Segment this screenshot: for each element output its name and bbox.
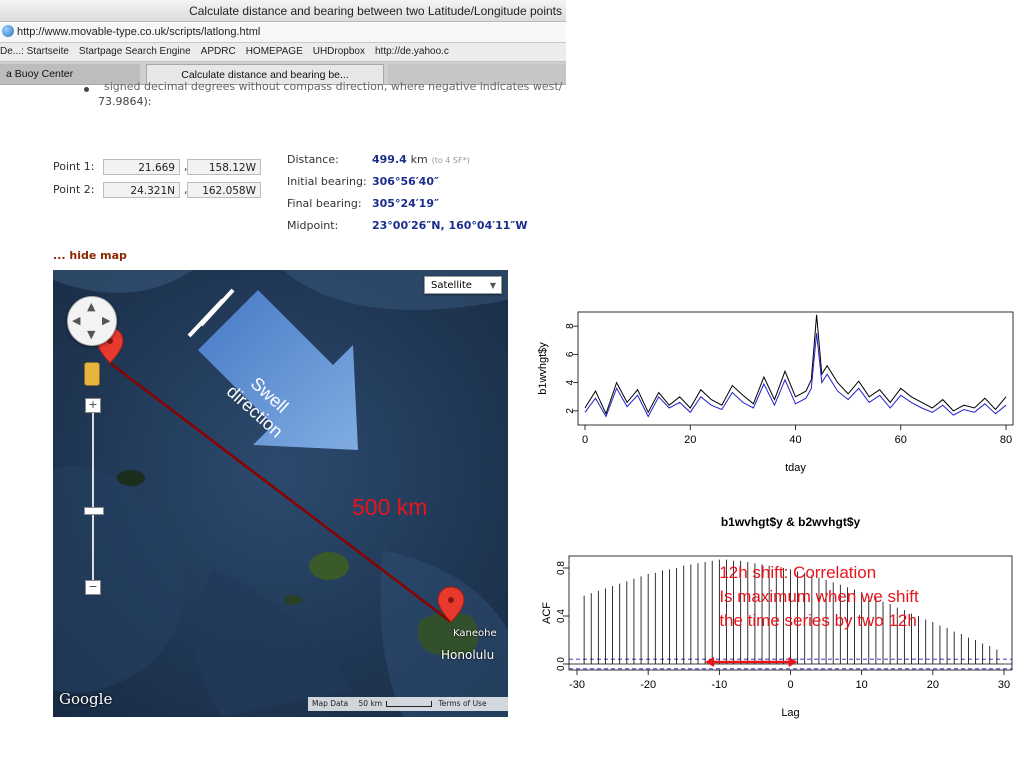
plot2-x-tick-label: 20 [927,679,939,691]
plot1-y-tick-label: 2 [565,408,576,414]
plot2-x-tick-label: 10 [856,679,868,691]
midpoint-value: 23°00′26″N, 160°04′11″W [372,219,528,232]
point1-lon-input[interactable]: 158.12W [187,159,261,175]
plot2-y-tick-label: 0.4 [556,609,567,623]
tab-calculate-distance[interactable]: Calculate distance and bearing be... [146,64,384,84]
tab-bar: a Buoy Center Calculate distance and bea… [0,62,566,85]
plot2-annotation-line-2: Is maximum when we shift [719,587,919,606]
plot2-x-tick-label: -10 [711,679,727,691]
map-footer: Map Data 50 km Terms of Use [308,697,508,711]
page-content: signed decimal degrees without compass d… [0,80,566,735]
pan-right-icon: ▶ [102,314,111,327]
plot2-title: b1wvhgt$y & b2wvhgt$y [721,515,861,529]
plot2-annotation-line-1: 12h shift: Correlation [719,563,876,582]
plot2-x-tick-label: -30 [569,679,585,691]
plot2-y-tick-label: 0.8 [556,561,567,575]
bookmark-homepage[interactable]: HOMEPAGE [245,46,303,57]
plot2-y-tick-label: 0.0 [556,657,567,671]
plot2-x-axis-label: Lag [781,707,799,719]
place-label-honolulu: Honolulu [441,648,495,662]
hide-map-link[interactable]: ... hide map [53,249,127,262]
plot2-y-axis-label: ACF [541,602,553,624]
chart-area: 0 20 40 60 80 2 4 6 8 tday b1wvhgt$y b1wvhgt$y & b2… [532,300,1024,740]
point2-label: Point 2: [53,183,95,196]
url-bar[interactable]: http://www.movable-type.co.uk/scripts/la… [0,23,566,43]
pan-control[interactable]: ▲ ◀ ▶ ▼ [67,296,117,346]
bookmark-uhdropbox[interactable]: UHDropbox [312,46,365,57]
bookmark-apdrc[interactable]: APDRC [200,46,236,57]
bookmark-startseite[interactable]: De...: Startseite [0,46,69,57]
plot1-x-tick-label: 40 [789,434,801,446]
charts-svg: 0 20 40 60 80 2 4 6 8 tday b1wvhgt$y b1wvhgt$y & b2… [537,311,1014,719]
plot2-x-tick-label: 30 [998,679,1010,691]
zoom-out-button[interactable]: − [85,580,101,595]
plot1-series-1-line [584,314,1007,416]
zoom-slider-track[interactable] [92,398,94,593]
distance-label: Distance: [287,153,339,166]
zoom-slider-thumb[interactable] [84,507,104,515]
zoom-in-button[interactable]: + [85,398,101,413]
comma: , [184,160,188,173]
midpoint-label: Midpoint: [287,219,339,232]
plot1-x-tick-label: 0 [582,434,588,446]
plot2-annotation-line-3: the time series by two 12h [719,611,916,630]
globe-icon [2,25,14,37]
plot1-y-tick-label: 8 [565,323,576,329]
pan-up-icon: ▲ [87,300,96,313]
point2-lon-input[interactable]: 162.058W [187,182,261,198]
plot2-x-tick-label: -20 [640,679,656,691]
plot1-x-tick-label: 60 [895,434,907,446]
plot1-y-tick-label: 4 [565,379,576,385]
map-imagery [53,270,508,717]
point2-lat-input[interactable]: 24.321N [103,182,180,198]
street-view-pegman-icon[interactable] [84,362,100,386]
plot1-y-tick-label: 6 [565,351,576,357]
clipped-line-2: 73.9864): [98,95,152,108]
final-bearing-value: 305°24′19″ [372,197,439,210]
tab-buoy-center[interactable]: a Buoy Center [0,64,140,84]
plot2-shift-arrow-right-head [788,657,798,667]
distance-annotation: 500 km [352,494,428,520]
chevron-down-icon: ▼ [489,281,496,290]
place-label-kaneohe: Kaneohe [453,628,497,639]
satellite-map[interactable]: Satellite ▼ ▲ ◀ ▶ ▼ + − Kaneohe Honolulu … [53,270,508,717]
plot2-x-tick-label: 0 [787,679,793,691]
comma: , [184,183,188,196]
final-bearing-label: Final bearing: [287,197,362,210]
plot1-y-axis-label: b1wvhgt$y [537,342,549,395]
instruction-text: signed decimal degrees without compass d… [70,80,562,119]
bookmark-startpage[interactable]: Startpage Search Engine [78,46,191,57]
point1-label: Point 1: [53,160,95,173]
plot1-x-tick-label: 20 [684,434,696,446]
bookmarks-bar: De...: Startseite Startpage Search Engine… [0,43,566,62]
point1-lat-input[interactable]: 21.669 [103,159,180,175]
plot1-frame [577,311,1014,426]
plot1-series-2-line [584,333,1007,418]
map-data-link[interactable]: Map Data [312,699,349,708]
bookmark-yahoo[interactable]: http://de.yahoo.c [374,46,449,57]
map-type-button[interactable]: Satellite ▼ [424,276,502,294]
terms-of-use-link[interactable]: Terms of Use [438,699,487,708]
pan-down-icon: ▼ [87,328,96,341]
scale-bar-icon [386,701,433,707]
plot2-shift-arrow-left-head [705,657,715,667]
url-text[interactable]: http://www.movable-type.co.uk/scripts/la… [17,26,261,38]
tab-empty[interactable] [388,64,566,84]
bullet-icon [84,87,89,92]
plot1-x-tick-label: 80 [1000,434,1012,446]
initial-bearing-value: 306°56′40″ [372,175,439,188]
google-logo: Google [59,690,113,708]
clipped-line: signed decimal degrees without compass d… [104,80,563,93]
distance-value: 499.4 km (to 4 SF*) [372,153,470,166]
window-title: Calculate distance and bearing between t… [0,0,566,22]
initial-bearing-label: Initial bearing: [287,175,367,188]
pan-left-icon: ◀ [72,314,81,327]
map-scale: 50 km [355,699,433,708]
plot1-x-axis-label: tday [785,462,806,474]
browser-window: Calculate distance and bearing between t… [0,0,566,735]
